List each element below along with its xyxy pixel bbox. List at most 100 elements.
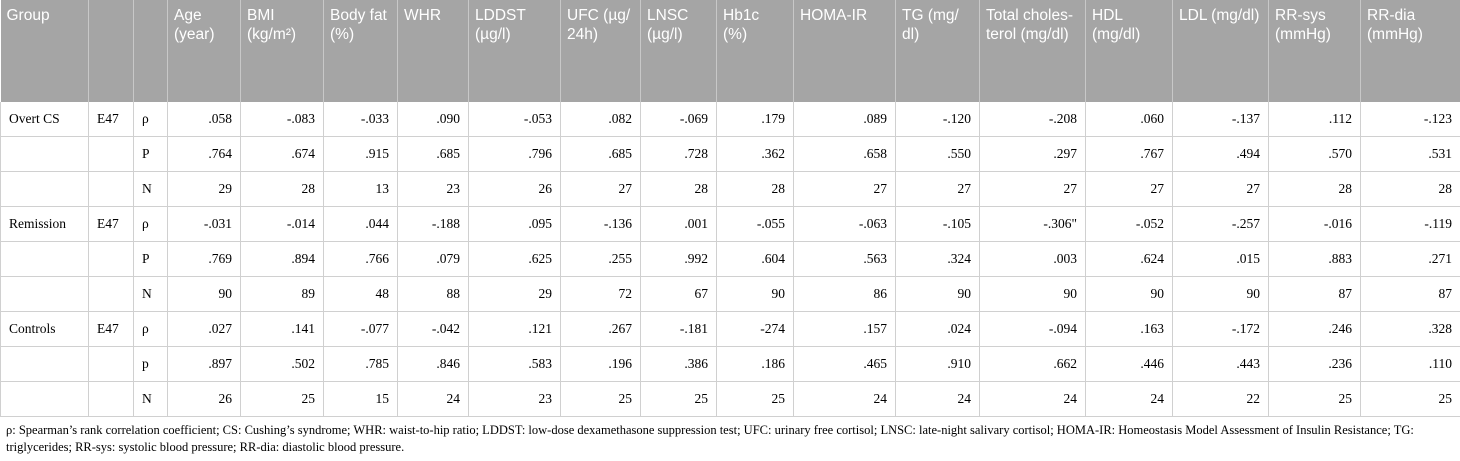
value-cell: 86 — [793, 276, 896, 312]
value-cell: 88 — [397, 276, 469, 312]
header-cell: LNSC (µg/l) — [640, 0, 717, 102]
value-cell: 27 — [793, 171, 896, 207]
value-cell: 24 — [895, 381, 980, 417]
label-cell: E47 — [88, 102, 134, 137]
value-cell: -274 — [716, 311, 794, 347]
value-cell: -.031 — [167, 206, 241, 242]
value-cell: 24 — [397, 381, 469, 417]
value-cell: .550 — [895, 136, 980, 172]
table-row: p .897.502.785.846.583.196.386.186.465.91… — [0, 346, 1460, 382]
table-row: N 29 28 13 23 26 27 28 28 27 27 27 27 27 28 28 — [0, 171, 1460, 207]
value-cell: 27 — [1172, 171, 1269, 207]
label-cell — [0, 171, 89, 207]
value-cell: 22 — [1172, 381, 1269, 417]
header-cell: Age (year) — [167, 0, 241, 102]
value-cell: -.123 — [1360, 102, 1460, 137]
label-cell — [0, 346, 89, 382]
value-cell: 72 — [560, 276, 641, 312]
value-cell: .910 — [895, 346, 980, 382]
header-cell: Group — [0, 0, 89, 102]
label-cell — [88, 346, 134, 382]
value-cell: 48 — [323, 276, 398, 312]
value-cell: .465 — [793, 346, 896, 382]
value-cell: .894 — [240, 241, 324, 277]
value-cell: 28 — [640, 171, 717, 207]
value-cell: .090 — [397, 102, 469, 137]
value-cell: .089 — [793, 102, 896, 137]
label-cell — [88, 381, 134, 417]
value-cell: -.137 — [1172, 102, 1269, 137]
value-cell: 90 — [1085, 276, 1173, 312]
value-cell: .179 — [716, 102, 794, 137]
value-cell: 13 — [323, 171, 398, 207]
value-cell: 23 — [468, 381, 561, 417]
label-cell — [88, 136, 134, 172]
value-cell: 23 — [397, 171, 469, 207]
value-cell: 90 — [895, 276, 980, 312]
value-cell: 27 — [1085, 171, 1173, 207]
value-cell: -.016 — [1268, 206, 1361, 242]
value-cell: 26 — [167, 381, 241, 417]
value-cell: -.208 — [979, 102, 1086, 137]
label-cell: p — [133, 346, 168, 382]
value-cell: .044 — [323, 206, 398, 242]
label-cell: E47 — [88, 311, 134, 347]
label-cell: E47 — [88, 206, 134, 242]
value-cell: .685 — [560, 136, 641, 172]
value-cell: -.306" — [979, 206, 1086, 242]
value-cell: .685 — [397, 136, 469, 172]
label-cell — [0, 136, 89, 172]
value-cell: -.120 — [895, 102, 980, 137]
value-cell: .785 — [323, 346, 398, 382]
value-cell: 29 — [468, 276, 561, 312]
header-cell: RR-dia (mmHg) — [1360, 0, 1460, 102]
value-cell: 27 — [895, 171, 980, 207]
value-cell: .502 — [240, 346, 324, 382]
value-cell: -.077 — [323, 311, 398, 347]
label-cell: Controls — [0, 311, 89, 347]
value-cell: .769 — [167, 241, 241, 277]
label-cell — [88, 276, 134, 312]
label-cell — [0, 241, 89, 277]
value-cell: 24 — [1085, 381, 1173, 417]
label-cell: ρ — [133, 102, 168, 137]
value-cell: .246 — [1268, 311, 1361, 347]
header-cell: TG (mg/ dl) — [895, 0, 980, 102]
value-cell: .658 — [793, 136, 896, 172]
value-cell: -.105 — [895, 206, 980, 242]
value-cell: 28 — [716, 171, 794, 207]
value-cell: .236 — [1268, 346, 1361, 382]
value-cell: .766 — [323, 241, 398, 277]
value-cell: 90 — [167, 276, 241, 312]
value-cell: .328 — [1360, 311, 1460, 347]
value-cell: .883 — [1268, 241, 1361, 277]
value-cell: .764 — [167, 136, 241, 172]
value-cell: -.094 — [979, 311, 1086, 347]
footnote: ρ: Spearman’s rank correlation coefficie… — [6, 423, 1414, 454]
label-cell — [88, 171, 134, 207]
value-cell: -.053 — [468, 102, 561, 137]
value-cell: -.069 — [640, 102, 717, 137]
value-cell: 28 — [1268, 171, 1361, 207]
value-cell: .728 — [640, 136, 717, 172]
value-cell: 25 — [640, 381, 717, 417]
label-cell: ρ — [133, 206, 168, 242]
value-cell: .015 — [1172, 241, 1269, 277]
value-cell: .297 — [979, 136, 1086, 172]
value-cell: -.119 — [1360, 206, 1460, 242]
value-cell: -.257 — [1172, 206, 1269, 242]
value-cell: -.063 — [793, 206, 896, 242]
value-cell: 24 — [793, 381, 896, 417]
value-cell: 25 — [1268, 381, 1361, 417]
value-cell: 90 — [716, 276, 794, 312]
value-cell: .060 — [1085, 102, 1173, 137]
value-cell: 87 — [1268, 276, 1361, 312]
value-cell: 90 — [979, 276, 1086, 312]
header-row: Group Age (year) BMI (kg/m²) Body fat (%) WH… — [0, 0, 1460, 102]
label-cell: N — [133, 171, 168, 207]
value-cell: .110 — [1360, 346, 1460, 382]
value-cell: .001 — [640, 206, 717, 242]
value-cell: .271 — [1360, 241, 1460, 277]
value-cell: .095 — [468, 206, 561, 242]
